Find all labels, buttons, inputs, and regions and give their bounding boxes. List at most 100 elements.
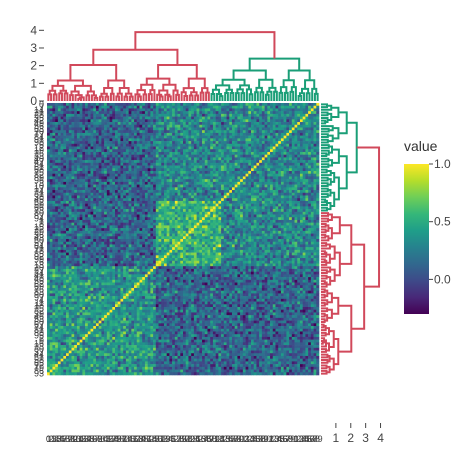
heatmap-cell <box>101 122 105 126</box>
heatmap-cell <box>291 151 295 155</box>
heatmap-cell <box>158 198 162 202</box>
heatmap-cell <box>136 214 140 218</box>
heatmap-cell <box>68 160 72 164</box>
heatmap-cell <box>299 173 303 177</box>
heatmap-cell <box>142 176 146 180</box>
heatmap-cell <box>95 173 99 177</box>
heatmap-cell <box>93 225 97 229</box>
heatmap-cell <box>286 236 290 240</box>
heatmap-cell <box>134 103 138 107</box>
heatmap-cell <box>289 105 293 109</box>
heatmap-cell <box>158 113 162 117</box>
heatmap-cell <box>237 119 241 123</box>
heatmap-cell <box>248 160 252 164</box>
heatmap-cell <box>147 141 151 145</box>
heatmap-cell <box>74 209 78 213</box>
heatmap-cell <box>221 230 225 234</box>
heatmap-cell <box>79 103 83 107</box>
heatmap-cell <box>115 206 119 210</box>
heatmap-cell <box>106 149 110 153</box>
heatmap-cell <box>85 162 89 166</box>
heatmap-cell <box>272 135 276 139</box>
heatmap-cell <box>161 190 165 194</box>
heatmap-cell <box>204 230 208 234</box>
heatmap-cell <box>101 157 105 161</box>
heatmap-cell <box>299 192 303 196</box>
heatmap-cell <box>259 146 263 150</box>
heatmap-cell <box>270 111 274 115</box>
heatmap-cell <box>117 119 121 123</box>
heatmap-cell <box>310 190 314 194</box>
heatmap-cell <box>253 124 257 128</box>
heatmap-cell <box>66 171 70 175</box>
heatmap-cell <box>68 171 72 175</box>
heatmap-cell <box>120 124 124 128</box>
heatmap-cell <box>270 233 274 237</box>
heatmap-cells <box>47 103 320 376</box>
heatmap-cell <box>150 135 154 139</box>
heatmap-cell <box>275 135 279 139</box>
heatmap-cell <box>270 151 274 155</box>
heatmap-cell <box>180 151 184 155</box>
heatmap-cell <box>291 184 295 188</box>
heatmap-cell <box>204 116 208 120</box>
heatmap-cell <box>221 217 225 221</box>
heatmap-cell <box>106 192 110 196</box>
heatmap-cell <box>316 181 320 185</box>
heatmap-cell <box>299 141 303 145</box>
heatmap-cell <box>82 222 86 226</box>
heatmap-cell <box>47 119 51 123</box>
heatmap-cell <box>150 187 154 191</box>
heatmap-cell <box>155 146 159 150</box>
heatmap-cell <box>259 217 263 221</box>
heatmap-cell <box>158 236 162 240</box>
heatmap-cell <box>275 141 279 145</box>
heatmap-cell <box>302 108 306 112</box>
heatmap-cell <box>87 168 91 172</box>
heatmap-cell <box>272 176 276 180</box>
heatmap-cell <box>204 103 208 107</box>
heatmap-cell <box>134 236 138 240</box>
heatmap-cell <box>153 176 157 180</box>
heatmap-cell <box>150 122 154 126</box>
heatmap-cell <box>240 217 244 221</box>
heatmap-cell <box>139 105 143 109</box>
heatmap-cell <box>139 130 143 134</box>
heatmap-cell <box>199 157 203 161</box>
heatmap-cell <box>104 200 108 204</box>
heatmap-cell <box>136 105 140 109</box>
heatmap-cell <box>90 190 94 194</box>
heatmap-cell <box>82 236 86 240</box>
heatmap-cell <box>240 230 244 234</box>
heatmap-cell <box>79 195 83 199</box>
heatmap-cell <box>207 162 211 166</box>
heatmap-cell <box>74 236 78 240</box>
heatmap-cell <box>106 108 110 112</box>
heatmap-cell <box>90 122 94 126</box>
heatmap-cell <box>120 119 124 123</box>
heatmap-cell <box>150 217 154 221</box>
heatmap-cell <box>163 168 167 172</box>
heatmap-cell <box>193 122 197 126</box>
heatmap-cell <box>231 200 235 204</box>
heatmap-cell <box>212 162 216 166</box>
heatmap-cell <box>68 138 72 142</box>
heatmap-cell <box>169 192 173 196</box>
heatmap-cell <box>316 138 320 142</box>
heatmap-cell <box>60 173 64 177</box>
heatmap-cell <box>294 211 298 215</box>
heatmap-cell <box>158 173 162 177</box>
heatmap-cell <box>185 225 189 229</box>
heatmap-cell <box>115 127 119 131</box>
heatmap-cell <box>204 146 208 150</box>
heatmap-cell <box>253 141 257 145</box>
heatmap-cell <box>90 225 94 229</box>
heatmap-cell <box>294 187 298 191</box>
heatmap-cell <box>305 187 309 191</box>
heatmap-cell <box>237 138 241 142</box>
heatmap-cell <box>270 165 274 169</box>
heatmap-cell <box>112 228 116 232</box>
heatmap-cell <box>169 195 173 199</box>
heatmap-cell <box>95 154 99 158</box>
heatmap-cell <box>207 230 211 234</box>
